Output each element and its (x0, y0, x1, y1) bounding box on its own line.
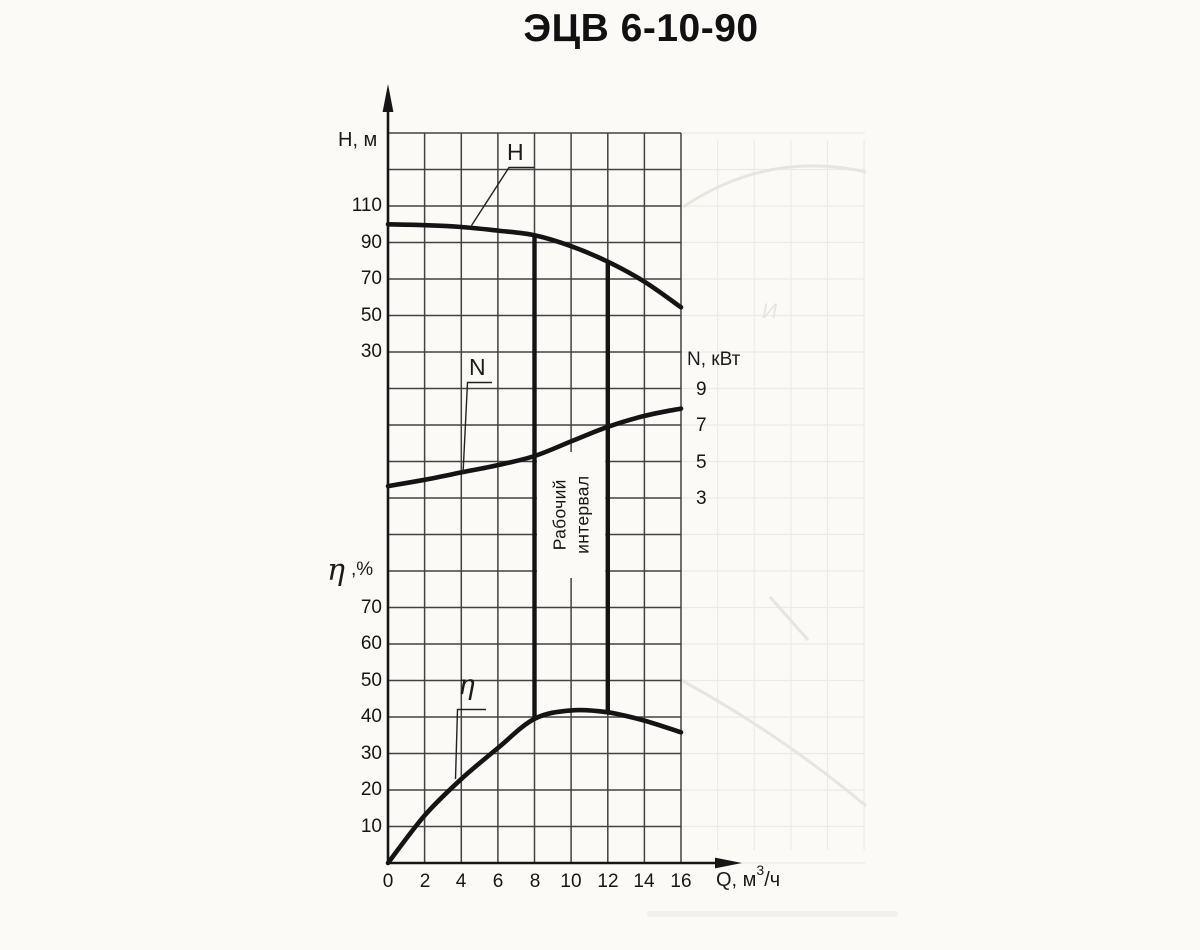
eta-axis-title: η,% (327, 556, 373, 586)
n-axis-title: N, кВт (687, 349, 741, 370)
q-axis-suffix: /ч (764, 869, 781, 891)
page-bleed-through-artifacts: И (647, 132, 898, 917)
page-title: ЭЦВ 6-10-90 (523, 7, 759, 50)
n-axis-tick-9: 9 (696, 379, 707, 400)
eta-axis-tick-30: 30 (360, 743, 382, 764)
axes (382, 84, 742, 869)
h-axis-tick-70: 70 (360, 268, 382, 289)
h-axis-tick-90: 90 (360, 232, 382, 253)
eta-curve-label: η (458, 668, 475, 701)
working-interval-text: Рабочий интервал (548, 476, 594, 554)
bleed-curve-bottom (680, 678, 867, 808)
eta-axis-units: ,% (350, 559, 374, 580)
eta-axis-tick-40: 40 (360, 706, 382, 727)
n-axis-tick-3: 3 (696, 488, 707, 509)
eta-axis-tick-10: 10 (360, 816, 382, 837)
x-axis-tick-0: 0 (382, 871, 394, 892)
y-axis-arrow-icon (382, 84, 394, 112)
n-curve-label: N (469, 354, 486, 380)
x-axis-tick-4: 4 (455, 871, 467, 892)
x-axis-tick-12: 12 (597, 871, 619, 892)
eta-label-leader (454, 708, 486, 780)
working-interval-label-mask (537, 452, 606, 578)
interval-label-mask (537, 452, 606, 578)
h-label-leader (470, 166, 534, 226)
bleed-stroke (768, 596, 810, 641)
n-label-leader (462, 381, 492, 475)
bleed-curve-top (682, 164, 867, 209)
n-axis-tick-5: 5 (696, 452, 707, 473)
bleed-grid (681, 132, 865, 864)
h-axis-title: H, м (338, 129, 378, 151)
eta-axis-tick-50: 50 (360, 670, 382, 691)
eta-axis-tick-20: 20 (360, 779, 382, 800)
working-interval-line1: Рабочий (549, 479, 570, 551)
h-axis-tick-50: 50 (360, 305, 382, 326)
h-axis-tick-30: 30 (360, 341, 382, 362)
eta-axis-tick-60: 60 (360, 633, 382, 654)
x-axis-arrow-icon (715, 857, 742, 869)
eta-symbol: η (327, 553, 345, 588)
q-axis-superscript: 3 (756, 862, 765, 878)
x-axis-tick-6: 6 (492, 871, 504, 892)
x-axis-tick-2: 2 (419, 871, 431, 892)
h-axis-tick-110: 110 (351, 195, 382, 216)
working-interval-line2: интервал (572, 475, 593, 555)
bleed-letter: И (762, 300, 778, 323)
x-axis-tick-10: 10 (560, 871, 582, 892)
eta-axis-tick-70: 70 (360, 597, 382, 618)
n-axis-tick-7: 7 (696, 415, 707, 436)
x-axis-tick-16: 16 (670, 871, 692, 892)
h-curve-label: H (507, 139, 524, 165)
curve-label-leader-lines (454, 166, 534, 780)
q-axis-prefix: Q, м (716, 869, 757, 891)
working-interval-lines (532, 235, 610, 719)
q-axis-title: Q, м3/ч (716, 863, 781, 891)
working-interval-label: Рабочий интервал (536, 452, 606, 578)
x-axis-tick-14: 14 (633, 871, 655, 892)
x-axis-tick-8: 8 (529, 871, 541, 892)
